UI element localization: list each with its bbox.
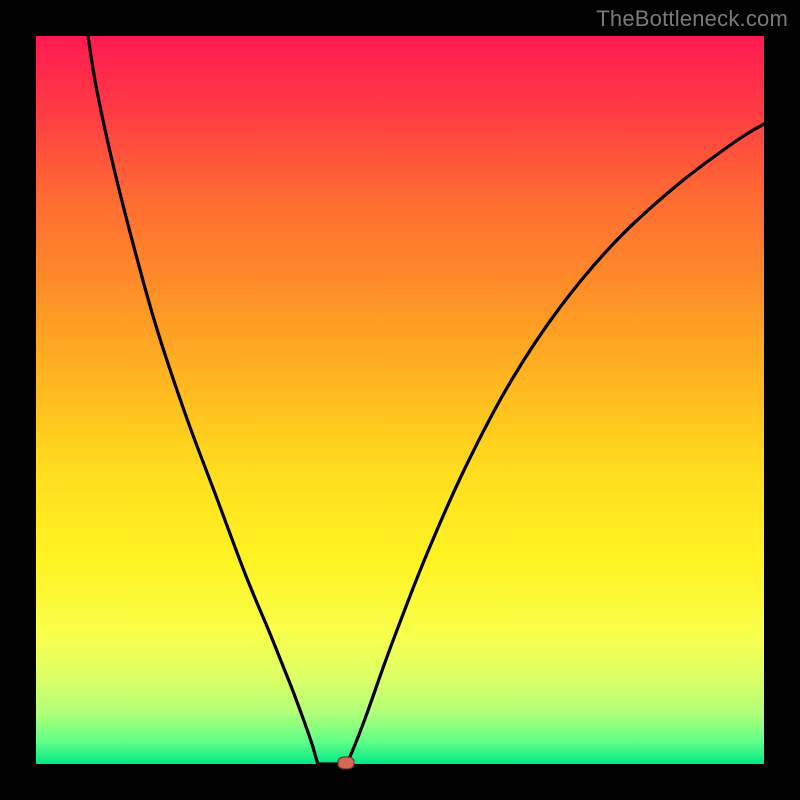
chart-frame: TheBottleneck.com bbox=[0, 0, 800, 800]
minimum-marker bbox=[338, 757, 355, 770]
bottleneck-curve bbox=[36, 36, 764, 764]
plot-area bbox=[36, 36, 764, 764]
watermark-text: TheBottleneck.com bbox=[596, 6, 788, 32]
